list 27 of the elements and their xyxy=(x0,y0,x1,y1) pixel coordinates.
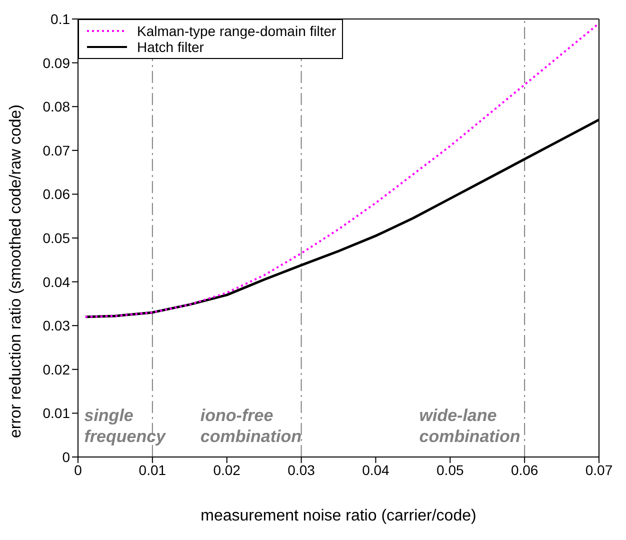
annotation: iono-free combination xyxy=(200,405,302,447)
x-tick-label: 0.03 xyxy=(288,462,316,478)
y-axis-title: error reduction ratio (smoothed code/raw code) xyxy=(8,104,25,438)
y-tick-label: 0.04 xyxy=(42,274,70,290)
legend-label: Kalman-type range-domain filter xyxy=(137,23,336,39)
y-tick-label: 0.08 xyxy=(42,98,70,115)
x-axis-title: measurement noise ratio (carrier/code) xyxy=(200,507,476,524)
annotation: wide-lane combination xyxy=(419,405,520,447)
x-tick-label: 0.02 xyxy=(213,462,241,478)
y-tick-label: 0.1 xyxy=(50,10,70,27)
y-tick-label: 0.02 xyxy=(42,361,70,378)
y-tick-label: 0.05 xyxy=(42,230,70,246)
x-tick-label: 0 xyxy=(74,462,82,478)
annotation: single frequency xyxy=(84,405,166,447)
y-tick-label: 0.09 xyxy=(42,54,70,71)
legend-label: Hatch filter xyxy=(137,39,204,55)
y-tick-label: 0 xyxy=(62,448,70,465)
x-tick-label: 0.04 xyxy=(362,462,390,478)
line-series xyxy=(84,22,599,318)
y-tick-label: 0.03 xyxy=(42,318,70,334)
x-tick-label: 0.07 xyxy=(585,462,613,478)
y-tick-label: 0.01 xyxy=(42,405,70,422)
x-tick-label: 0.06 xyxy=(510,462,538,478)
x-tick-label: 0.01 xyxy=(138,462,166,478)
y-tick-label: 0.07 xyxy=(42,142,70,158)
y-tick-label: 0.06 xyxy=(42,186,70,202)
x-tick-label: 0.05 xyxy=(436,462,464,478)
